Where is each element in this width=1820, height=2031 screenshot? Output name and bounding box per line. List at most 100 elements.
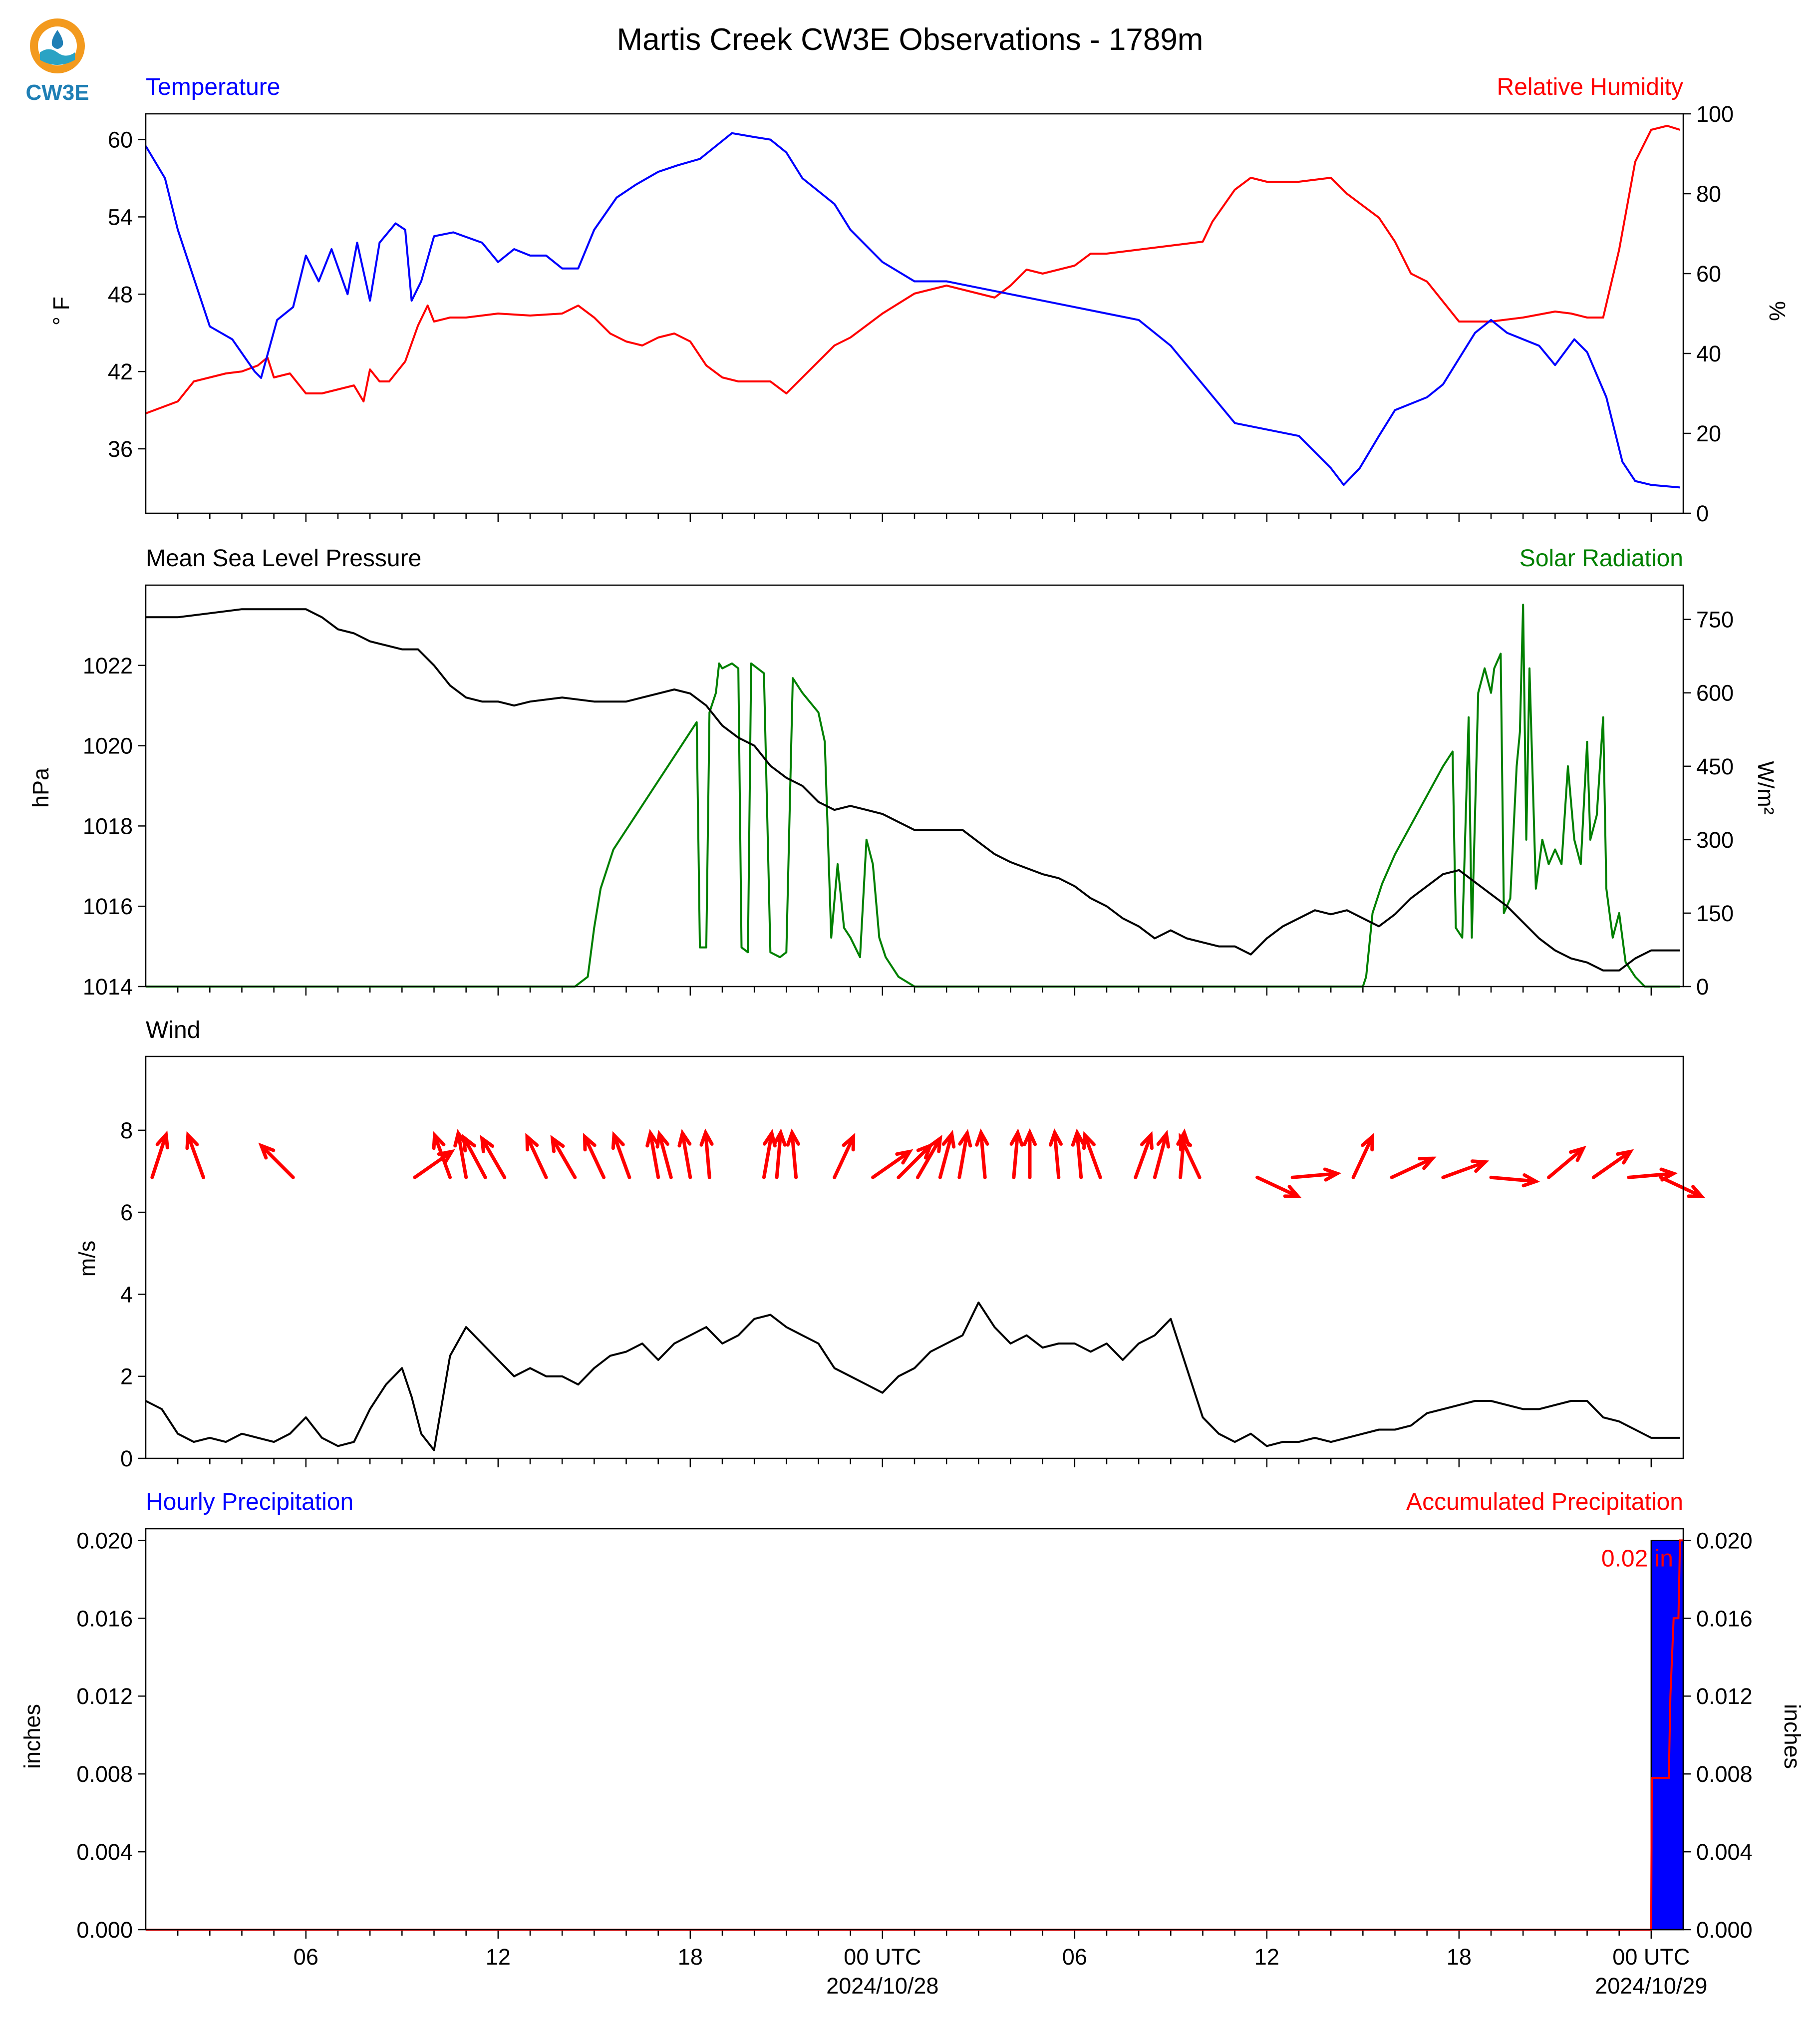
wind-arrow bbox=[677, 1129, 692, 1179]
precip-left-tick-label: 0.004 bbox=[76, 1839, 133, 1865]
humidity-axis: 0 20 40 60 80 100 bbox=[1683, 101, 1734, 526]
wind-tick-label: 4 bbox=[120, 1282, 133, 1307]
pressure-title: Mean Sea Level Pressure bbox=[146, 545, 421, 572]
temperature-ylabel: ° F bbox=[48, 297, 74, 326]
precip-right-tick-label: 0.000 bbox=[1696, 1917, 1753, 1943]
wind-arrow bbox=[1134, 1131, 1154, 1179]
pressure-tick-label: 1022 bbox=[83, 653, 133, 678]
wind-arrow bbox=[1441, 1159, 1490, 1179]
hourly-precip-title: Hourly Precipitation bbox=[146, 1489, 353, 1515]
solar-ylabel: W/m² bbox=[1753, 761, 1779, 814]
wind-tick-label: 2 bbox=[120, 1364, 133, 1389]
wind-arrow bbox=[1009, 1128, 1024, 1179]
pressure-solar-panel: Mean Sea Level Pressure Solar Radiation … bbox=[28, 545, 1779, 1000]
precip-panel: Hourly Precipitation Accumulated Precipi… bbox=[19, 1489, 1805, 1999]
solar-tick-label: 450 bbox=[1696, 754, 1734, 779]
precip-right-axis: 0.000 0.004 0.008 0.012 0.016 0.020 bbox=[1683, 1528, 1753, 1943]
wind-arrow bbox=[1290, 1167, 1342, 1182]
wind-speed-line bbox=[145, 1301, 1680, 1451]
pressure-axis: 1014 1016 1018 1020 1022 bbox=[83, 653, 146, 1000]
wind-arrow bbox=[786, 1128, 800, 1179]
temp-x-ticks bbox=[177, 513, 1652, 522]
precip-left-tick-label: 0.000 bbox=[76, 1917, 133, 1943]
wind-arrow bbox=[1082, 1131, 1102, 1179]
wind-arrow bbox=[833, 1133, 856, 1179]
temp-rh-frame bbox=[145, 113, 1684, 514]
solar-tick-label: 750 bbox=[1696, 607, 1734, 633]
wind-arrow bbox=[583, 1133, 606, 1179]
x-tick-label: 06 bbox=[1062, 1944, 1087, 1970]
accum-precip-title: Accumulated Precipitation bbox=[1406, 1489, 1683, 1515]
wind-panel: Wind m/s 0 2 4 6 8 bbox=[74, 1017, 1706, 1471]
wind-arrow bbox=[150, 1130, 169, 1179]
precip-left-tick-label: 0.008 bbox=[76, 1761, 133, 1787]
temperature-line bbox=[145, 132, 1680, 489]
wind-arrow bbox=[525, 1133, 548, 1179]
pressure-tick-label: 1018 bbox=[83, 813, 133, 839]
pressure-x-ticks bbox=[177, 987, 1652, 996]
wind-arrow bbox=[480, 1134, 507, 1179]
wind-arrow bbox=[699, 1128, 714, 1179]
humidity-tick-label: 0 bbox=[1696, 501, 1709, 526]
pressure-solar-frame bbox=[145, 584, 1684, 988]
temperature-title: Temperature bbox=[146, 74, 280, 100]
pressure-tick-label: 1020 bbox=[83, 733, 133, 759]
wind-arrow bbox=[185, 1131, 205, 1179]
humidity-tick-label: 60 bbox=[1696, 261, 1721, 287]
wind-frame bbox=[145, 1055, 1684, 1459]
precip-ylabel-left: inches bbox=[19, 1704, 45, 1769]
wind-arrow bbox=[432, 1131, 452, 1179]
precip-total-label: 0.02 in bbox=[1601, 1545, 1673, 1572]
precip-frame bbox=[145, 1528, 1684, 1931]
precip-left-tick-label: 0.012 bbox=[76, 1684, 133, 1709]
precip-ylabel-right: inches bbox=[1780, 1704, 1805, 1769]
wind-arrow bbox=[1547, 1146, 1586, 1179]
pressure-tick-label: 1016 bbox=[83, 894, 133, 919]
wind-arrow bbox=[550, 1134, 577, 1179]
temperature-tick-label: 54 bbox=[108, 204, 133, 230]
wind-arrow bbox=[1022, 1128, 1037, 1179]
wind-title: Wind bbox=[146, 1017, 200, 1043]
page-title: Martis Creek CW3E Observations - 1789m bbox=[617, 22, 1204, 57]
x-date-label: 2024/10/28 bbox=[826, 1973, 938, 1999]
precip-left-tick-label: 0.020 bbox=[76, 1528, 133, 1553]
humidity-tick-label: 20 bbox=[1696, 421, 1721, 446]
wind-direction-arrows bbox=[150, 1128, 1706, 1199]
wind-arrow bbox=[1179, 1133, 1202, 1179]
wind-arrow bbox=[1390, 1156, 1437, 1179]
wind-arrow bbox=[1351, 1133, 1374, 1179]
temperature-tick-label: 48 bbox=[108, 282, 133, 307]
wind-arrow bbox=[1048, 1128, 1063, 1179]
humidity-tick-label: 100 bbox=[1696, 101, 1734, 127]
solar-tick-label: 300 bbox=[1696, 827, 1734, 853]
precip-left-axis: 0.000 0.004 0.008 0.012 0.016 0.020 bbox=[76, 1528, 146, 1943]
wind-ylabel: m/s bbox=[74, 1241, 100, 1277]
wind-arrow bbox=[772, 1128, 787, 1179]
x-tick-label: 00 UTC bbox=[1612, 1944, 1690, 1970]
wind-arrow bbox=[1627, 1167, 1678, 1182]
humidity-ylabel: % bbox=[1765, 301, 1790, 321]
wind-arrow bbox=[645, 1129, 660, 1179]
wind-arrow bbox=[1659, 1175, 1706, 1199]
wind-arrow bbox=[655, 1130, 673, 1179]
accum-precip-line bbox=[146, 1539, 1683, 1931]
wind-tick-label: 6 bbox=[120, 1200, 133, 1225]
x-tick-label: 18 bbox=[1447, 1944, 1472, 1970]
wind-arrow bbox=[957, 1129, 972, 1179]
temperature-tick-label: 36 bbox=[108, 436, 133, 462]
wind-tick-label: 0 bbox=[120, 1446, 133, 1471]
solar-tick-label: 0 bbox=[1696, 974, 1709, 1000]
humidity-title: Relative Humidity bbox=[1497, 74, 1683, 100]
wind-arrow bbox=[1489, 1173, 1540, 1188]
wind-axis: 0 2 4 6 8 bbox=[120, 1118, 146, 1471]
wind-arrow bbox=[1071, 1128, 1085, 1179]
x-tick-label: 12 bbox=[486, 1944, 511, 1970]
precip-right-tick-label: 0.008 bbox=[1696, 1761, 1753, 1787]
precip-left-tick-label: 0.016 bbox=[76, 1606, 133, 1631]
wind-arrow bbox=[975, 1128, 989, 1179]
x-tick-label: 12 bbox=[1254, 1944, 1279, 1970]
x-tick-label: 18 bbox=[678, 1944, 703, 1970]
temperature-tick-label: 42 bbox=[108, 359, 133, 384]
wind-arrow bbox=[1153, 1130, 1171, 1179]
